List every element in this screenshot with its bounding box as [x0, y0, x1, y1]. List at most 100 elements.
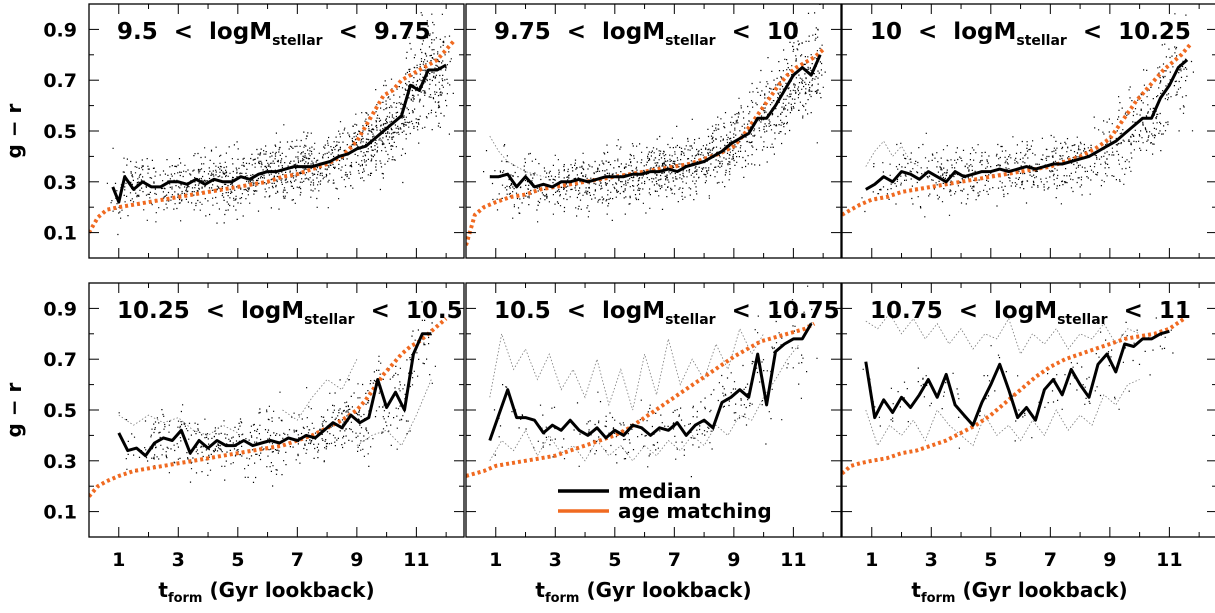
panel-title-right: < 10.5 — [355, 298, 463, 324]
median-line — [489, 54, 822, 189]
panel-title-left: 9.75 < logM — [494, 19, 665, 45]
y-tick-label: 0.7 — [43, 349, 77, 371]
panel-title-right: < 9.75 — [323, 19, 431, 45]
panel-title-sub: stellar — [304, 312, 355, 328]
scatter-points — [862, 317, 1174, 449]
panel-title-sub: stellar — [272, 33, 323, 49]
x-tick-label: 1 — [865, 549, 878, 571]
x-axis-label-main: t — [158, 578, 168, 602]
age-matching-line — [842, 43, 1192, 217]
x-axis-label-rest: (Gyr lookback) — [579, 578, 751, 602]
legend-label-1: median — [618, 479, 701, 503]
spread-curve-1 — [118, 414, 238, 436]
x-tick-label: 3 — [172, 549, 185, 571]
ticks — [841, 282, 1215, 538]
x-tick-label: 5 — [608, 549, 621, 571]
x-axis-label-rest: (Gyr lookback) — [202, 578, 374, 602]
age-matching-line — [842, 316, 1186, 476]
x-tick-label: 5 — [231, 549, 244, 571]
spread-curve-2 — [282, 359, 358, 421]
median-line — [488, 322, 813, 441]
scatter-dots — [106, 12, 454, 236]
age-matching-line — [89, 317, 448, 498]
x-tick-label: 7 — [1044, 549, 1057, 571]
x-tick-label: 9 — [1103, 549, 1116, 571]
y-axis-label: g − r — [2, 382, 26, 437]
spread-curve-3 — [356, 379, 432, 447]
legend-label-2: age matching — [618, 499, 772, 523]
x-tick-label: 3 — [549, 549, 562, 571]
x-axis-label: tform (Gyr lookback) — [158, 578, 374, 606]
panel-title-left: 10 < logM — [870, 19, 1016, 45]
spread-curve-2 — [489, 343, 800, 462]
panel-3: 10 < logMstellar < 10.25 — [841, 3, 1215, 259]
ticks — [465, 3, 841, 259]
panel-5: 10.5 < logMstellar < 10.75 1 3 5 7 9 11 tform (… — [465, 282, 842, 606]
panel-title: 10 < logMstellar < 10.25 — [870, 19, 1191, 49]
panel-title-sub: stellar — [1057, 312, 1108, 328]
spread-curve-1 — [489, 327, 764, 411]
panel-title-left: 10.75 < logM — [870, 298, 1057, 324]
y-tick-label: 0.3 — [43, 172, 77, 194]
x-tick-label: 11 — [780, 549, 806, 571]
x-tick-label: 1 — [489, 549, 502, 571]
x-tick-label: 9 — [350, 549, 363, 571]
x-tick-label: 5 — [984, 549, 997, 571]
ticks — [88, 3, 464, 259]
ticks — [465, 282, 841, 538]
spread-curve-2 — [865, 379, 1140, 447]
panel-title-right: < 10 — [716, 19, 799, 45]
panel-1: 9.5 < logMstellar < 9.75 0.1 0.3 0.5 0.7 0.9 g… — [2, 3, 465, 259]
age-matching-line — [466, 321, 816, 478]
panel-title-sub: stellar — [665, 33, 716, 49]
x-axis-label-sub: form — [545, 591, 580, 606]
x-axis-label: tform (Gyr lookback) — [911, 578, 1127, 606]
median-line — [865, 58, 1189, 191]
x-axis-label-main: t — [911, 578, 921, 602]
spread-curve-1 — [865, 312, 1140, 356]
y-tick-label: 0.9 — [43, 298, 77, 320]
panel-2: 9.75 < logMstellar < 10 — [465, 3, 842, 259]
median-line — [117, 332, 432, 458]
x-tick-label: 11 — [403, 549, 429, 571]
spread-curve-1 — [489, 135, 544, 178]
scatter-points — [106, 12, 454, 236]
x-axis-label: tform (Gyr lookback) — [535, 578, 751, 606]
x-tick-label: 11 — [1156, 549, 1182, 571]
panel-6: 10.75 < logMstellar < 11 1 3 5 7 9 11 tform (Gy… — [841, 282, 1215, 606]
panel-title-sub: stellar — [665, 312, 716, 328]
x-axis-label-sub: form — [168, 591, 203, 606]
panel-title-sub: stellar — [1016, 33, 1067, 49]
y-tick-label: 0.1 — [43, 502, 77, 524]
panel-title: 9.5 < logMstellar < 9.75 — [117, 19, 431, 49]
y-tick-label: 0.7 — [43, 70, 77, 92]
panel-title: 9.75 < logMstellar < 10 — [494, 19, 799, 49]
panel-title-left: 9.5 < logM — [117, 19, 272, 45]
panel-title-left: 10.25 < logM — [117, 298, 304, 324]
y-tick-label: 0.5 — [43, 400, 77, 422]
median-line — [864, 329, 1170, 427]
age-matching-line — [466, 48, 825, 246]
panel-4: 10.25 < logMstellar < 10.5 0.1 0.3 0.5 0.7 0.… — [2, 282, 465, 606]
ticks — [841, 3, 1215, 259]
x-tick-label: 7 — [291, 549, 304, 571]
y-tick-label: 0.3 — [43, 451, 77, 473]
ticks — [88, 282, 464, 538]
spread-curve-1 — [865, 140, 920, 167]
panel-title-right: < 10.25 — [1067, 19, 1191, 45]
x-tick-label: 3 — [925, 549, 938, 571]
panel-title: 10.25 < logMstellar < 10.5 — [117, 298, 463, 328]
y-tick-label: 0.5 — [43, 121, 77, 143]
median-line — [111, 63, 447, 204]
age-matching-line — [89, 38, 457, 234]
x-axis-label-rest: (Gyr lookback) — [955, 578, 1127, 602]
y-axis-label: g − r — [2, 103, 26, 158]
y-tick-label: 0.9 — [43, 19, 77, 41]
x-axis-label-main: t — [535, 578, 545, 602]
panel-title-left: 10.5 < logM — [494, 298, 665, 324]
x-axis-label-sub: form — [921, 591, 956, 606]
x-tick-label: 9 — [727, 549, 740, 571]
panel-title-right: < 10.75 — [716, 298, 840, 324]
